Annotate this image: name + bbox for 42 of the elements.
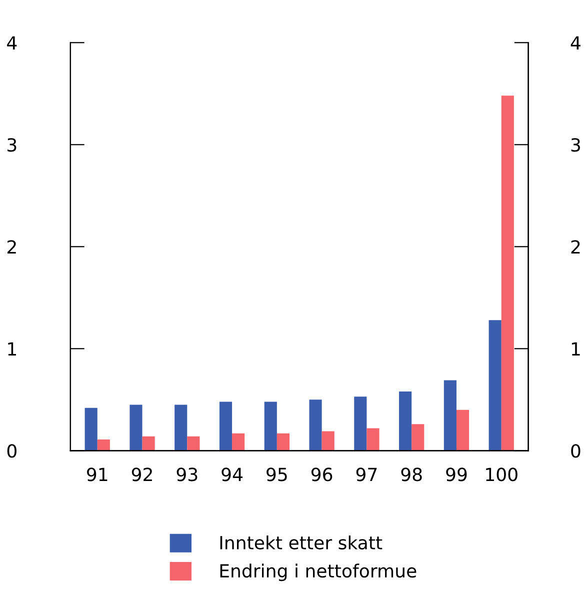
x-tick-label: 100 — [486, 468, 518, 482]
x-tick-label: 93 — [176, 468, 198, 482]
x-tick-label: 98 — [401, 468, 422, 482]
bar — [130, 404, 142, 451]
y-tick-label: 0 — [7, 444, 16, 458]
bar — [219, 402, 232, 451]
bar — [97, 439, 110, 451]
x-tick-label: 91 — [87, 468, 108, 482]
y-tick-label: 2 — [8, 240, 16, 254]
bar — [276, 433, 290, 451]
bar — [174, 404, 188, 451]
bar — [412, 424, 424, 451]
bar — [354, 396, 367, 451]
x-tick-label: 96 — [311, 468, 332, 482]
y2-tick-label: 3 — [571, 138, 580, 152]
x-tick-label: 99 — [446, 468, 467, 482]
bar — [456, 410, 470, 451]
bar — [142, 436, 155, 451]
bar — [187, 436, 200, 451]
y-tick-label: 3 — [8, 138, 16, 152]
bar — [322, 431, 334, 451]
bar — [264, 402, 277, 451]
y2-tick-label: 1 — [572, 342, 580, 356]
bar — [444, 380, 456, 451]
x-tick-label: 95 — [266, 468, 287, 482]
bar — [232, 433, 245, 451]
bar — [399, 391, 412, 451]
y2-tick-label: 4 — [570, 36, 580, 50]
y-tick-label: 1 — [8, 342, 16, 356]
legend-label: Inntekt etter skatt — [220, 536, 382, 550]
x-tick-label: 97 — [356, 468, 377, 482]
bar — [366, 428, 380, 451]
bar — [501, 96, 514, 451]
y-tick-label: 4 — [7, 36, 17, 50]
y2-tick-label: 2 — [571, 240, 580, 254]
bar — [309, 400, 322, 451]
y2-tick-label: 0 — [571, 444, 580, 458]
bar — [84, 408, 98, 451]
x-tick-label: 92 — [132, 468, 152, 482]
x-tick-label: 94 — [222, 468, 243, 482]
legend-label: Endring i nettoformue — [220, 564, 416, 582]
bar — [488, 320, 502, 451]
